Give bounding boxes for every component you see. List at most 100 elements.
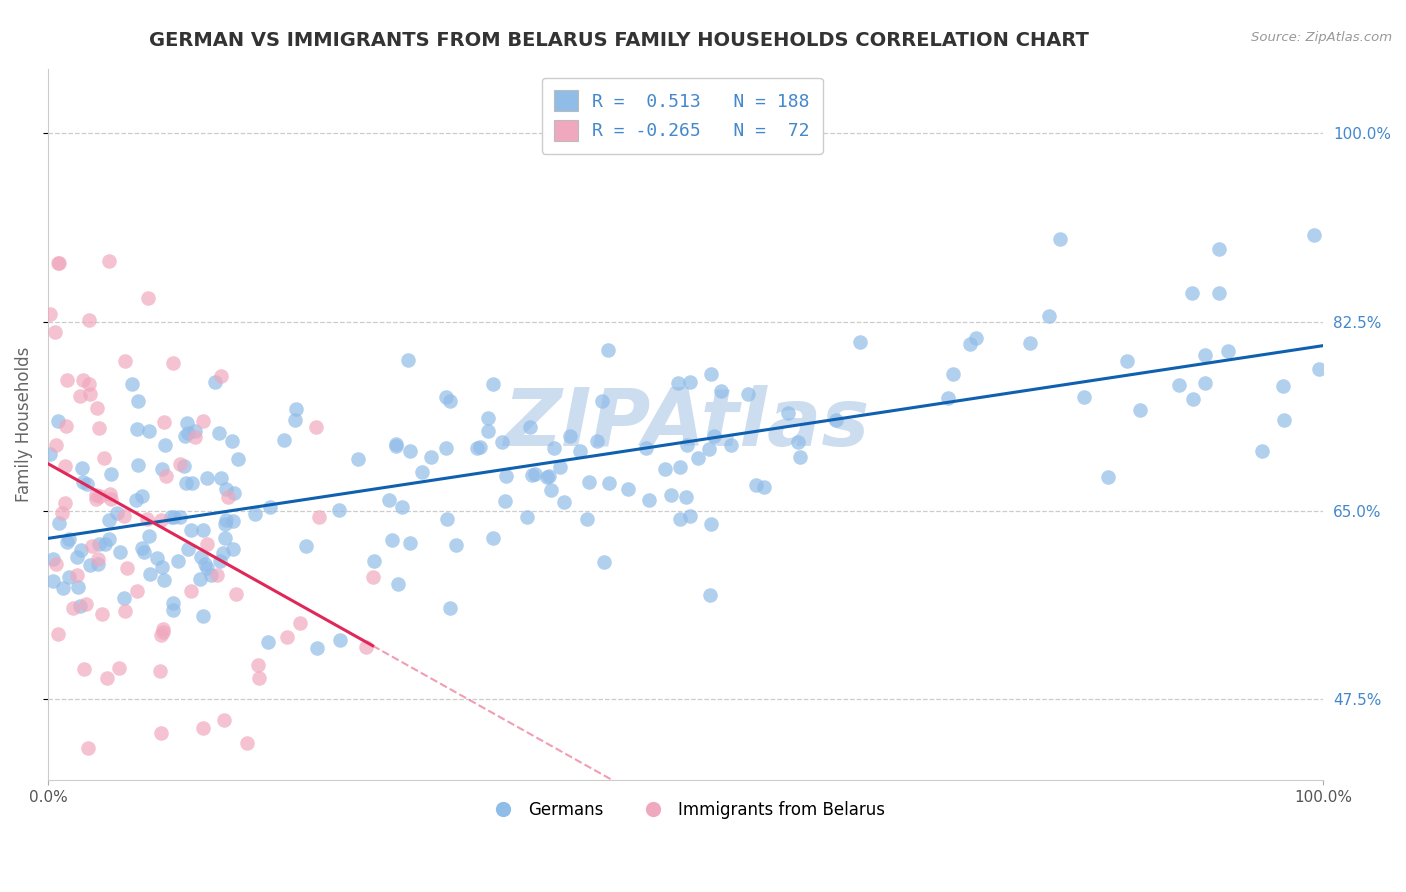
Point bbox=[666, 376, 689, 390]
Point bbox=[209, 554, 232, 568]
Point bbox=[1208, 286, 1230, 301]
Point bbox=[44, 325, 66, 339]
Point bbox=[703, 428, 725, 442]
Point bbox=[97, 532, 120, 546]
Point bbox=[135, 512, 157, 526]
Point bbox=[163, 510, 186, 524]
Point bbox=[53, 496, 76, 510]
Point bbox=[46, 256, 69, 270]
Point bbox=[66, 549, 89, 564]
Point bbox=[114, 354, 136, 368]
Point bbox=[1308, 361, 1330, 376]
Point bbox=[191, 609, 214, 624]
Point bbox=[112, 508, 135, 523]
Point bbox=[53, 459, 76, 474]
Point bbox=[668, 512, 690, 526]
Point bbox=[125, 584, 148, 599]
Point bbox=[288, 615, 311, 630]
Point bbox=[42, 552, 65, 566]
Point bbox=[1168, 378, 1191, 392]
Point bbox=[208, 425, 231, 440]
Point bbox=[491, 435, 513, 450]
Point bbox=[585, 434, 607, 448]
Point bbox=[193, 523, 215, 537]
Point bbox=[965, 330, 987, 344]
Point bbox=[132, 545, 155, 559]
Point bbox=[131, 541, 153, 556]
Point bbox=[105, 507, 128, 521]
Point bbox=[591, 394, 613, 409]
Point bbox=[162, 596, 184, 610]
Point bbox=[138, 424, 160, 438]
Point bbox=[1194, 376, 1216, 391]
Point bbox=[70, 543, 93, 558]
Point bbox=[209, 471, 232, 485]
Point bbox=[745, 478, 768, 492]
Point bbox=[548, 459, 571, 474]
Point bbox=[391, 500, 413, 514]
Point bbox=[593, 555, 616, 569]
Point bbox=[204, 376, 226, 390]
Point bbox=[654, 462, 676, 476]
Point bbox=[468, 440, 491, 454]
Point bbox=[411, 466, 433, 480]
Point bbox=[419, 450, 441, 465]
Point bbox=[89, 489, 111, 503]
Point bbox=[100, 467, 122, 482]
Point bbox=[236, 736, 259, 750]
Point bbox=[209, 368, 232, 383]
Point bbox=[516, 509, 538, 524]
Point bbox=[598, 475, 620, 490]
Point bbox=[45, 438, 67, 452]
Point bbox=[42, 574, 65, 588]
Point bbox=[184, 430, 207, 444]
Point bbox=[1115, 354, 1137, 368]
Point bbox=[659, 488, 682, 502]
Point bbox=[328, 502, 350, 516]
Point bbox=[169, 510, 191, 524]
Point bbox=[569, 444, 592, 458]
Point bbox=[194, 557, 217, 571]
Point bbox=[1194, 347, 1216, 361]
Point bbox=[679, 508, 702, 523]
Point bbox=[52, 582, 75, 596]
Point bbox=[215, 482, 238, 496]
Point bbox=[76, 477, 98, 491]
Point bbox=[176, 426, 198, 441]
Point bbox=[477, 410, 499, 425]
Point bbox=[1097, 469, 1119, 483]
Point bbox=[273, 433, 295, 447]
Point bbox=[152, 622, 174, 636]
Point bbox=[150, 628, 173, 642]
Point bbox=[114, 604, 136, 618]
Point bbox=[173, 459, 195, 474]
Point bbox=[1182, 392, 1205, 407]
Point bbox=[55, 534, 77, 549]
Point bbox=[540, 483, 562, 498]
Point bbox=[55, 373, 77, 387]
Point bbox=[90, 607, 112, 621]
Point bbox=[195, 471, 218, 485]
Point bbox=[225, 587, 247, 601]
Point bbox=[153, 415, 176, 429]
Point bbox=[467, 441, 489, 455]
Point bbox=[434, 441, 457, 455]
Point bbox=[87, 421, 110, 435]
Point bbox=[150, 462, 173, 476]
Point bbox=[384, 437, 406, 451]
Point bbox=[444, 538, 467, 552]
Y-axis label: Family Households: Family Households bbox=[15, 347, 32, 502]
Point bbox=[48, 516, 70, 530]
Point bbox=[96, 671, 118, 685]
Point bbox=[98, 253, 121, 268]
Point bbox=[80, 540, 103, 554]
Point bbox=[174, 429, 197, 443]
Point bbox=[160, 510, 183, 524]
Point bbox=[329, 633, 352, 648]
Point bbox=[384, 438, 406, 452]
Point bbox=[1049, 232, 1071, 246]
Point bbox=[212, 713, 235, 727]
Point bbox=[136, 291, 159, 305]
Point bbox=[108, 661, 131, 675]
Point bbox=[436, 512, 458, 526]
